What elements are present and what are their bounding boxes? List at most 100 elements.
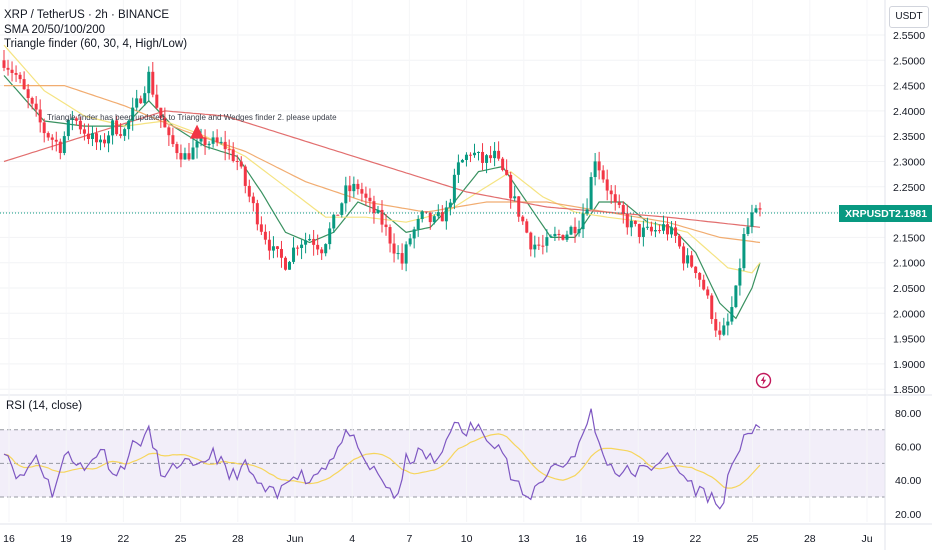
candle-body xyxy=(489,155,493,159)
candle-body xyxy=(30,97,34,104)
candle-body xyxy=(633,220,637,224)
candle-body xyxy=(440,212,444,222)
price-tick-label: 2.0000 xyxy=(893,308,925,320)
candle-body xyxy=(625,213,629,228)
candle-body xyxy=(517,196,521,217)
candle-body xyxy=(553,233,557,237)
candle-body xyxy=(26,89,30,98)
candle-body xyxy=(18,74,22,80)
candle-body xyxy=(372,201,376,214)
candle-body xyxy=(742,234,746,269)
candle-body xyxy=(123,129,127,136)
candle-body xyxy=(86,133,90,139)
candle-body xyxy=(497,150,501,159)
candle-body xyxy=(38,109,42,123)
price-tick-label: 1.9500 xyxy=(893,334,925,346)
lightning-icon[interactable] xyxy=(755,372,772,389)
currency-unit-button[interactable]: USDT xyxy=(889,6,929,28)
candle-body xyxy=(525,221,529,233)
candle-body xyxy=(529,232,533,250)
candle-body xyxy=(609,190,613,195)
candle-body xyxy=(714,319,718,331)
candle-body xyxy=(135,98,139,108)
candle-body xyxy=(62,136,66,154)
candle-body xyxy=(279,248,283,258)
candle-body xyxy=(661,224,665,231)
candle-body xyxy=(328,228,332,245)
candle-body xyxy=(147,71,151,94)
candle-body xyxy=(283,257,287,270)
candle-body xyxy=(115,120,119,135)
time-tick-label: 7 xyxy=(406,533,412,545)
candle-body xyxy=(320,249,324,254)
candle-body xyxy=(629,220,633,228)
candle-body xyxy=(195,141,199,148)
rsi-tick-label: 60.00 xyxy=(895,442,921,454)
last-price-symbol: XRPUSDT xyxy=(845,208,896,220)
sma-line-sma50 xyxy=(3,44,761,274)
candle-body xyxy=(400,253,404,264)
candle-body xyxy=(545,237,549,246)
candle-body xyxy=(167,127,171,136)
candle-body xyxy=(698,272,702,280)
candle-body xyxy=(191,147,195,160)
candle-body xyxy=(288,261,292,270)
candle-body xyxy=(605,179,609,191)
candle-body xyxy=(710,295,714,320)
candle-body xyxy=(316,244,320,250)
candle-body xyxy=(312,238,316,245)
candle-body xyxy=(388,227,392,244)
candle-body xyxy=(344,185,348,204)
candle-body xyxy=(227,149,231,151)
candle-body xyxy=(444,207,448,222)
candle-body xyxy=(464,154,468,161)
candle-body xyxy=(247,185,251,197)
candle-body xyxy=(481,151,485,163)
candle-body xyxy=(420,211,424,220)
candle-body xyxy=(340,203,344,215)
candle-body xyxy=(22,79,26,90)
candle-body xyxy=(573,226,577,234)
candle-body xyxy=(187,153,191,160)
candle-body xyxy=(758,208,762,210)
time-tick-label: 13 xyxy=(518,533,530,545)
time-tick-label: 25 xyxy=(175,533,187,545)
candle-body xyxy=(356,183,360,190)
candle-body xyxy=(702,279,706,290)
candle-body xyxy=(296,247,300,249)
candle-body xyxy=(360,189,364,194)
candle-body xyxy=(428,212,432,223)
candle-body xyxy=(94,133,98,143)
candle-body xyxy=(682,246,686,264)
candle-body xyxy=(255,203,259,225)
candle-body xyxy=(460,160,464,163)
candle-body xyxy=(593,161,597,178)
candle-body xyxy=(10,69,14,74)
candle-body xyxy=(352,183,356,192)
candle-body xyxy=(42,122,46,134)
candle-body xyxy=(424,211,428,213)
candle-body xyxy=(82,129,86,134)
candle-body xyxy=(645,226,649,228)
candle-body xyxy=(66,119,70,137)
candle-body xyxy=(119,134,123,136)
candle-body xyxy=(597,161,601,171)
candle-body xyxy=(601,170,605,180)
candle-body xyxy=(175,144,179,154)
price-tick-label: 2.3000 xyxy=(893,157,925,169)
candle-body xyxy=(537,244,541,246)
rsi-legend: RSI (14, close) xyxy=(6,400,83,412)
candle-body xyxy=(235,161,239,163)
candle-body xyxy=(336,214,340,216)
candle-body xyxy=(613,194,617,203)
candle-body xyxy=(54,139,58,142)
time-tick-label: Jun xyxy=(287,533,304,545)
candle-body xyxy=(674,227,678,236)
candle-body xyxy=(74,118,78,121)
candle-body xyxy=(239,161,243,167)
candle-body xyxy=(641,227,645,237)
price-tick-label: 2.5500 xyxy=(893,30,925,42)
candle-body xyxy=(223,141,227,150)
candle-body xyxy=(70,118,74,120)
